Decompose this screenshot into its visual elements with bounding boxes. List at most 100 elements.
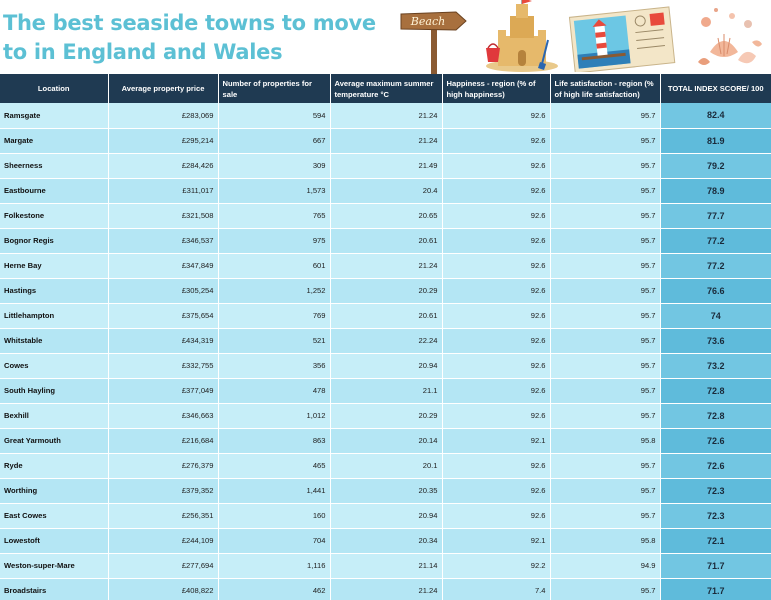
- cell-score: 81.9: [660, 128, 771, 154]
- cell-score: 82.4: [660, 103, 771, 129]
- cell-life-satisfaction: 95.7: [550, 403, 661, 429]
- column-header-price: Average property price: [108, 74, 219, 103]
- cell-happiness: 92.6: [442, 403, 551, 429]
- cell-life-satisfaction: 95.7: [550, 278, 661, 304]
- cell-life-satisfaction: 95.7: [550, 253, 661, 279]
- cell-temperature: 20.1: [330, 453, 443, 479]
- cell-properties: 1,252: [218, 278, 331, 304]
- table-row: Sheerness £284,426 309 21.49 92.6 95.7 79.2: [0, 153, 771, 179]
- cell-score: 72.1: [660, 528, 771, 554]
- cell-temperature: 20.29: [330, 403, 443, 429]
- cell-life-satisfaction: 95.7: [550, 453, 661, 479]
- table-row: Great Yarmouth £216,684 863 20.14 92.1 95.8 72…: [0, 428, 771, 454]
- cell-happiness: 7.4: [442, 578, 551, 600]
- cell-price: £434,319: [108, 328, 219, 354]
- cell-location: Lowestoft: [0, 528, 109, 554]
- cell-life-satisfaction: 95.7: [550, 503, 661, 529]
- cell-location: Margate: [0, 128, 109, 154]
- cell-score: 72.8: [660, 403, 771, 429]
- table-row: South Hayling £377,049 478 21.1 92.6 95.7 72.8: [0, 378, 771, 404]
- cell-temperature: 20.94: [330, 353, 443, 379]
- cell-score: 77.2: [660, 228, 771, 254]
- cell-temperature: 21.1: [330, 378, 443, 404]
- cell-life-satisfaction: 95.7: [550, 203, 661, 229]
- cell-properties: 309: [218, 153, 331, 179]
- cell-temperature: 20.61: [330, 303, 443, 329]
- cell-temperature: 20.34: [330, 528, 443, 554]
- cell-happiness: 92.6: [442, 203, 551, 229]
- column-header-happiness: Happiness - region (% of high happiness): [442, 74, 551, 103]
- table-row: Cowes £332,755 356 20.94 92.6 95.7 73.2: [0, 353, 771, 379]
- cell-location: East Cowes: [0, 503, 109, 529]
- cell-score: 71.7: [660, 578, 771, 600]
- cell-temperature: 20.65: [330, 203, 443, 229]
- cell-score: 72.3: [660, 478, 771, 504]
- cell-temperature: 20.4: [330, 178, 443, 204]
- seashells-icon: [698, 8, 762, 65]
- cell-properties: 356: [218, 353, 331, 379]
- cell-score: 77.7: [660, 203, 771, 229]
- cell-properties: 667: [218, 128, 331, 154]
- cell-location: Cowes: [0, 353, 109, 379]
- table-header-row: Location Average property price Number o…: [0, 74, 771, 103]
- cell-price: £347,849: [108, 253, 219, 279]
- cell-location: Hastings: [0, 278, 109, 304]
- cell-happiness: 92.6: [442, 378, 551, 404]
- cell-happiness: 92.6: [442, 503, 551, 529]
- cell-location: Ryde: [0, 453, 109, 479]
- cell-location: Great Yarmouth: [0, 428, 109, 454]
- table-row: Whitstable £434,319 521 22.24 92.6 95.7 73.6: [0, 328, 771, 354]
- cell-price: £284,426: [108, 153, 219, 179]
- cell-price: £277,694: [108, 553, 219, 579]
- cell-properties: 1,116: [218, 553, 331, 579]
- cell-happiness: 92.6: [442, 103, 551, 129]
- cell-location: Bognor Regis: [0, 228, 109, 254]
- cell-properties: 521: [218, 328, 331, 354]
- cell-score: 72.6: [660, 453, 771, 479]
- cell-life-satisfaction: 95.7: [550, 353, 661, 379]
- header: The best seaside towns to move to in Eng…: [0, 0, 771, 74]
- cell-temperature: 21.24: [330, 103, 443, 129]
- cell-life-satisfaction: 95.7: [550, 303, 661, 329]
- cell-life-satisfaction: 95.7: [550, 103, 661, 129]
- cell-properties: 462: [218, 578, 331, 600]
- table-row: Bognor Regis £346,537 975 20.61 92.6 95.7 77.2: [0, 228, 771, 254]
- cell-properties: 465: [218, 453, 331, 479]
- cell-location: South Hayling: [0, 378, 109, 404]
- cell-life-satisfaction: 95.8: [550, 428, 661, 454]
- cell-properties: 160: [218, 503, 331, 529]
- cell-score: 72.8: [660, 378, 771, 404]
- table-row: Lowestoft £244,109 704 20.34 92.1 95.8 72.1: [0, 528, 771, 554]
- cell-price: £408,822: [108, 578, 219, 600]
- cell-temperature: 21.24: [330, 128, 443, 154]
- cell-life-satisfaction: 95.7: [550, 578, 661, 600]
- cell-life-satisfaction: 95.7: [550, 378, 661, 404]
- cell-score: 71.7: [660, 553, 771, 579]
- cell-properties: 1,012: [218, 403, 331, 429]
- table-row: Eastbourne £311,017 1,573 20.4 92.6 95.7 78.9: [0, 178, 771, 204]
- cell-location: Eastbourne: [0, 178, 109, 204]
- cell-location: Bexhill: [0, 403, 109, 429]
- table-row: East Cowes £256,351 160 20.94 92.6 95.7 72.3: [0, 503, 771, 529]
- page-title: The best seaside towns to move to in Eng…: [3, 11, 376, 64]
- cell-life-satisfaction: 94.9: [550, 553, 661, 579]
- cell-score: 79.2: [660, 153, 771, 179]
- cell-temperature: 20.14: [330, 428, 443, 454]
- cell-happiness: 92.6: [442, 178, 551, 204]
- cell-price: £216,684: [108, 428, 219, 454]
- table-row: Herne Bay £347,849 601 21.24 92.6 95.7 77.2: [0, 253, 771, 279]
- column-header-score: TOTAL INDEX SCORE/ 100: [660, 74, 771, 103]
- cell-life-satisfaction: 95.7: [550, 228, 661, 254]
- cell-price: £346,537: [108, 228, 219, 254]
- table-row: Folkestone £321,508 765 20.65 92.6 95.7 77.7: [0, 203, 771, 229]
- cell-properties: 863: [218, 428, 331, 454]
- cell-happiness: 92.6: [442, 303, 551, 329]
- cell-location: Weston-super-Mare: [0, 553, 109, 579]
- cell-temperature: 20.29: [330, 278, 443, 304]
- cell-temperature: 20.61: [330, 228, 443, 254]
- cell-score: 72.3: [660, 503, 771, 529]
- cell-happiness: 92.1: [442, 428, 551, 454]
- cell-location: Littlehampton: [0, 303, 109, 329]
- cell-temperature: 22.24: [330, 328, 443, 354]
- sign-label: Beach: [410, 15, 445, 28]
